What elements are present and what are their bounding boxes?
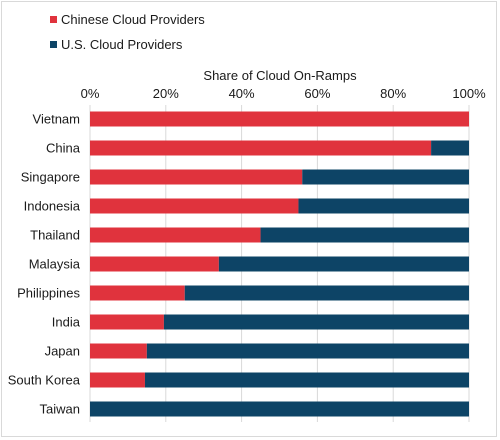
bar-chinese bbox=[90, 198, 299, 214]
x-tick-label: 80% bbox=[380, 86, 406, 101]
category-label: Singapore bbox=[21, 170, 80, 185]
bar-us bbox=[184, 285, 469, 301]
category-label: China bbox=[46, 141, 81, 156]
legend-label-us: U.S. Cloud Providers bbox=[61, 37, 183, 52]
bar-chinese bbox=[90, 372, 145, 388]
bar-us bbox=[90, 401, 469, 417]
x-axis-title: Share of Cloud On-Ramps bbox=[203, 68, 357, 83]
category-label: Thailand bbox=[30, 228, 80, 243]
category-label: Indonesia bbox=[24, 199, 81, 214]
bar-chinese bbox=[90, 227, 261, 243]
category-labels: Vietnam China Singapore Indonesia Thailand Ma… bbox=[8, 112, 81, 417]
bar-us bbox=[144, 372, 469, 388]
x-tick-label: 100% bbox=[452, 86, 486, 101]
x-tick-label: 40% bbox=[229, 86, 255, 101]
bar-us bbox=[298, 198, 469, 214]
bar-chinese bbox=[90, 285, 185, 301]
bar-chinese bbox=[90, 256, 219, 272]
category-label: Taiwan bbox=[40, 402, 80, 417]
bar-us bbox=[146, 343, 469, 359]
x-tick-label: 20% bbox=[153, 86, 179, 101]
bar-us bbox=[260, 227, 469, 243]
category-label: Malaysia bbox=[29, 257, 81, 272]
bar-chinese bbox=[90, 314, 164, 330]
x-tick-label: 0% bbox=[81, 86, 100, 101]
legend-swatch-us bbox=[50, 41, 57, 48]
legend: Chinese Cloud Providers U.S. Cloud Provi… bbox=[50, 12, 205, 52]
bar-us bbox=[431, 140, 469, 156]
bar-us bbox=[218, 256, 469, 272]
category-label: India bbox=[52, 315, 81, 330]
bars bbox=[90, 111, 469, 417]
bar-us bbox=[163, 314, 469, 330]
x-tick-labels: 0% 20% 40% 60% 80% 100% bbox=[81, 86, 486, 101]
x-tick-label: 60% bbox=[304, 86, 330, 101]
bar-chinese bbox=[90, 111, 469, 127]
category-label: Philippines bbox=[17, 286, 80, 301]
bar-chinese bbox=[90, 140, 432, 156]
legend-label-chinese: Chinese Cloud Providers bbox=[61, 12, 205, 27]
category-label: Vietnam bbox=[33, 112, 80, 127]
category-label: Japan bbox=[45, 344, 80, 359]
bar-chinese bbox=[90, 169, 303, 185]
category-label: South Korea bbox=[8, 373, 81, 388]
bar-us bbox=[302, 169, 469, 185]
legend-swatch-chinese bbox=[50, 16, 57, 23]
bar-chinese bbox=[90, 343, 147, 359]
